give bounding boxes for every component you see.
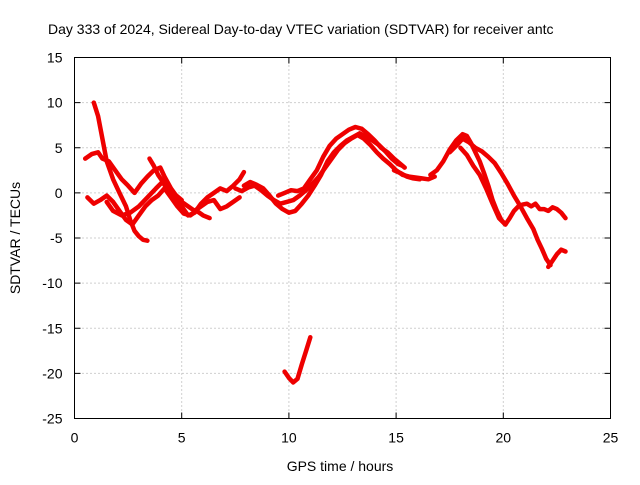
- y-tick-label: -20: [42, 365, 62, 381]
- y-tick-label: -5: [50, 230, 63, 246]
- y-tick-label: 15: [47, 50, 63, 66]
- y-tick-label: 5: [55, 140, 63, 156]
- x-tick-label: 20: [496, 430, 512, 446]
- series-arc-12: [447, 136, 553, 268]
- x-tick-label: 10: [281, 430, 297, 446]
- y-axis-title: SDTVAR / TECUs: [7, 182, 23, 294]
- x-tick-label: 0: [71, 430, 79, 446]
- y-tick-label: -25: [42, 411, 62, 427]
- series-arc-14: [546, 247, 568, 270]
- chart-title: Day 333 of 2024, Sidereal Day-to-day VTE…: [48, 21, 554, 37]
- series-layer: [82, 100, 568, 385]
- series-arc-9: [391, 168, 422, 182]
- grid-layer: [74, 57, 611, 419]
- x-tick-label: 15: [388, 430, 404, 446]
- series-arc-10: [282, 335, 313, 385]
- x-tick-label: 5: [178, 430, 186, 446]
- series-arc-2: [82, 150, 242, 214]
- y-tick-label: 0: [55, 185, 63, 201]
- series-arc-8: [275, 124, 407, 198]
- y-tick-label: -15: [42, 320, 62, 336]
- series-arc-1: [91, 100, 150, 243]
- tick-layer: 0 5 10 15 20 25 -25 -20 -15 -10 -5 0 5 10 15: [42, 50, 618, 446]
- y-tick-label: -10: [42, 275, 62, 291]
- series-arc-13: [458, 145, 508, 227]
- y-tick-label: 10: [47, 95, 63, 111]
- series-arc-5: [104, 169, 247, 218]
- x-axis-title: GPS time / hours: [287, 458, 394, 474]
- x-tick-label: 25: [603, 430, 619, 446]
